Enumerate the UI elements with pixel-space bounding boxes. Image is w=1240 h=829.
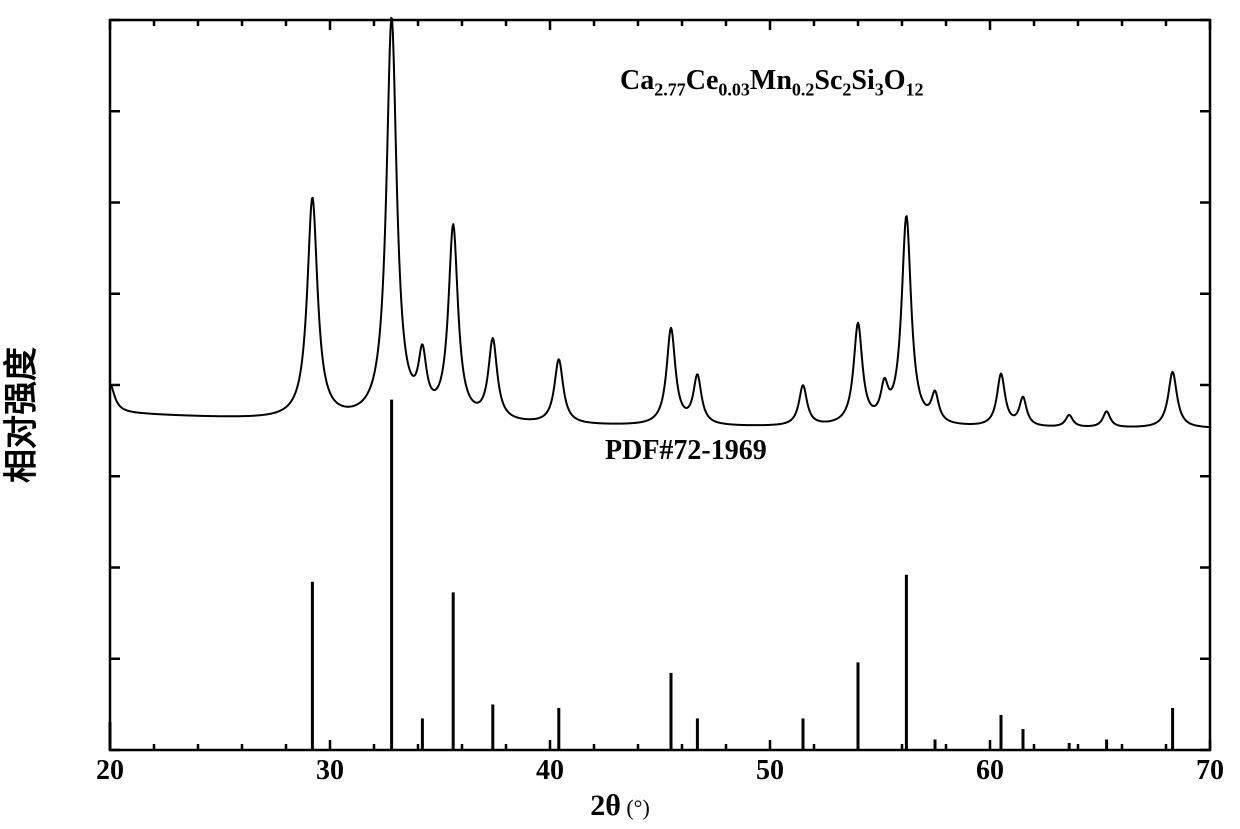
xrd-plot <box>0 0 1240 829</box>
x-tick-label: 20 <box>96 755 124 787</box>
x-tick-label: 40 <box>536 755 564 787</box>
x-tick-label: 50 <box>756 755 784 787</box>
xrd-figure: 相对强度 2θ (°) Ca2.77Ce0.03Mn0.2Sc2Si3O12 P… <box>0 0 1240 829</box>
x-tick-label: 70 <box>1196 755 1224 787</box>
x-tick-label: 60 <box>976 755 1004 787</box>
x-tick-label: 30 <box>316 755 344 787</box>
